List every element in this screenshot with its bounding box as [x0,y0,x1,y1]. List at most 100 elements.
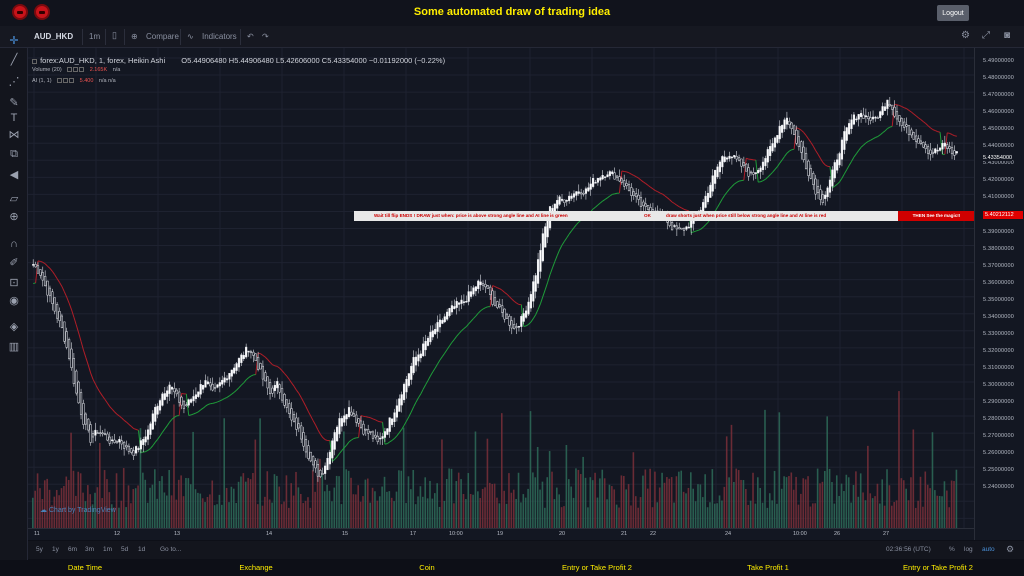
range-1d[interactable]: 1d [138,546,146,553]
range-1m[interactable]: 1m [103,546,113,553]
ai-line-segment [681,207,685,210]
heikin-ashi-candle [850,119,853,129]
log-toggle[interactable]: log [964,546,973,553]
range-5d[interactable]: 5d [121,546,129,553]
percent-toggle[interactable]: % [949,546,955,553]
heikin-ashi-candle [371,431,375,439]
volume-settings-icon[interactable] [67,67,73,73]
fullscreen-icon[interactable]: ⤢ [982,30,990,41]
pattern-tool-icon[interactable]: ⋈ [8,129,20,141]
footer-entry-1[interactable]: Entry or Take Profit 2 [562,563,632,572]
heikin-ashi-candle [728,155,731,159]
volume-bar [338,476,340,528]
footer-coin[interactable]: Coin [419,563,435,572]
camera-icon[interactable]: ◙ [1004,30,1011,41]
crosshair-icon[interactable]: ✛ [9,35,19,47]
volume-bar [369,502,371,528]
footer-exchange[interactable]: Exchange [239,563,273,572]
ai-line-segment [429,371,434,377]
price-chart[interactable] [28,48,974,528]
volume-bar [620,475,623,528]
range-5y[interactable]: 5y [36,546,43,553]
ai-line-segment [870,138,874,141]
indicators-button[interactable]: Indicators [202,32,237,41]
volume-bar [761,502,764,528]
ai-remove-icon[interactable] [69,78,75,84]
heikin-ashi-candle [343,415,346,423]
heikin-ashi-candle [831,169,834,187]
ai-line-segment [671,201,675,204]
legend-toggle-icon[interactable] [32,58,37,64]
compare-icon[interactable]: ⊕ [131,32,138,41]
candle-style-icon[interactable]: ▯ [112,30,117,40]
trend-line-icon[interactable]: ╱ [10,54,18,66]
ai-line-segment [602,199,606,202]
chart-pane[interactable] [28,48,974,528]
heikin-ashi-candle [72,358,75,385]
tradingview-watermark[interactable]: ☁ Chart by TradingView [40,507,116,514]
brush-icon[interactable]: ✎ [9,97,19,109]
eye-icon[interactable]: ◉ [9,295,19,307]
zoom-in-icon[interactable]: ⊕ [9,211,19,223]
volume-bar [256,504,259,528]
volume-bar [390,497,393,528]
goto-button[interactable]: Go to... [160,546,182,553]
back-arrow-icon[interactable]: ◀ [9,169,19,181]
footer-date-time[interactable]: Date Time [67,563,103,572]
heikin-ashi-candle [675,225,678,230]
time-axis[interactable]: 11 12 13 14 15 17 10:00 19 20 21 22 24 10:00 26 27 [28,528,974,540]
layers-icon[interactable]: ◈ [9,321,19,333]
indicators-icon[interactable]: ∿ [187,32,194,41]
compare-button[interactable]: Compare [146,32,179,41]
ai-settings-icon[interactable] [57,78,63,84]
volume-bar [639,497,642,528]
settings-gear-icon[interactable]: ⚙ [961,30,970,41]
ai-line-segment [415,397,419,403]
ai-hide-icon[interactable] [63,78,69,84]
range-1y[interactable]: 1y [52,546,59,553]
lock-icon[interactable]: ⊡ [9,277,19,289]
prediction-tool-icon[interactable]: ⧉ [10,148,18,160]
range-6m[interactable]: 6m [68,546,78,553]
volume-bar [591,480,594,528]
volume-bar [448,468,450,528]
ruler-icon[interactable]: ▱ [9,193,19,205]
heikin-ashi-candle [149,423,152,435]
symbol-search[interactable]: AUD_HKD [34,32,74,41]
volume-bar [443,500,446,528]
interval-button[interactable]: 1m [89,32,101,41]
price-axis[interactable]: 5.49000000 5.48000000 5.47000000 5.46000000… [974,48,1024,540]
ai-line-segment [169,418,173,423]
ai-line-segment [224,396,228,399]
time-tick-label: 11 [34,531,40,537]
text-tool-icon[interactable]: T [10,112,18,124]
range-3m[interactable]: 3m [85,546,95,553]
volume-bar [711,469,714,528]
fib-tool-icon[interactable]: ⋰ [8,76,20,88]
undo-icon[interactable]: ↶ [247,32,254,41]
footer-take-profit-1[interactable]: Take Profit 1 [747,563,789,572]
volume-remove-icon[interactable] [79,67,85,73]
redo-icon[interactable]: ↷ [262,32,269,41]
auto-toggle[interactable]: auto [982,546,995,553]
volume-bar [577,469,580,528]
ai-line-segment [300,397,305,403]
volume-bar [630,505,632,528]
heikin-ashi-candle [484,284,487,288]
volume-hide-icon[interactable] [73,67,79,73]
ai-line-segment [743,158,747,181]
heikin-ashi-candle [525,310,528,318]
heikin-ashi-candle [893,106,896,117]
volume-bar [127,485,130,528]
stay-drawing-icon[interactable]: ✐ [9,257,19,269]
logout-button[interactable]: Logout [937,5,969,21]
axis-settings-gear-icon[interactable]: ⚙ [1006,544,1015,554]
magnet-icon[interactable]: ∩ [10,238,18,250]
footer-entry-2[interactable]: Entry or Take Profit 2 [903,563,973,572]
volume-bar [661,472,663,528]
ai-line-segment [561,241,565,246]
heikin-ashi-candle [273,384,276,391]
heikin-ashi-candle [44,276,47,287]
trash-icon[interactable]: ▥ [8,341,20,353]
brand-logo-icon-2 [34,4,50,20]
